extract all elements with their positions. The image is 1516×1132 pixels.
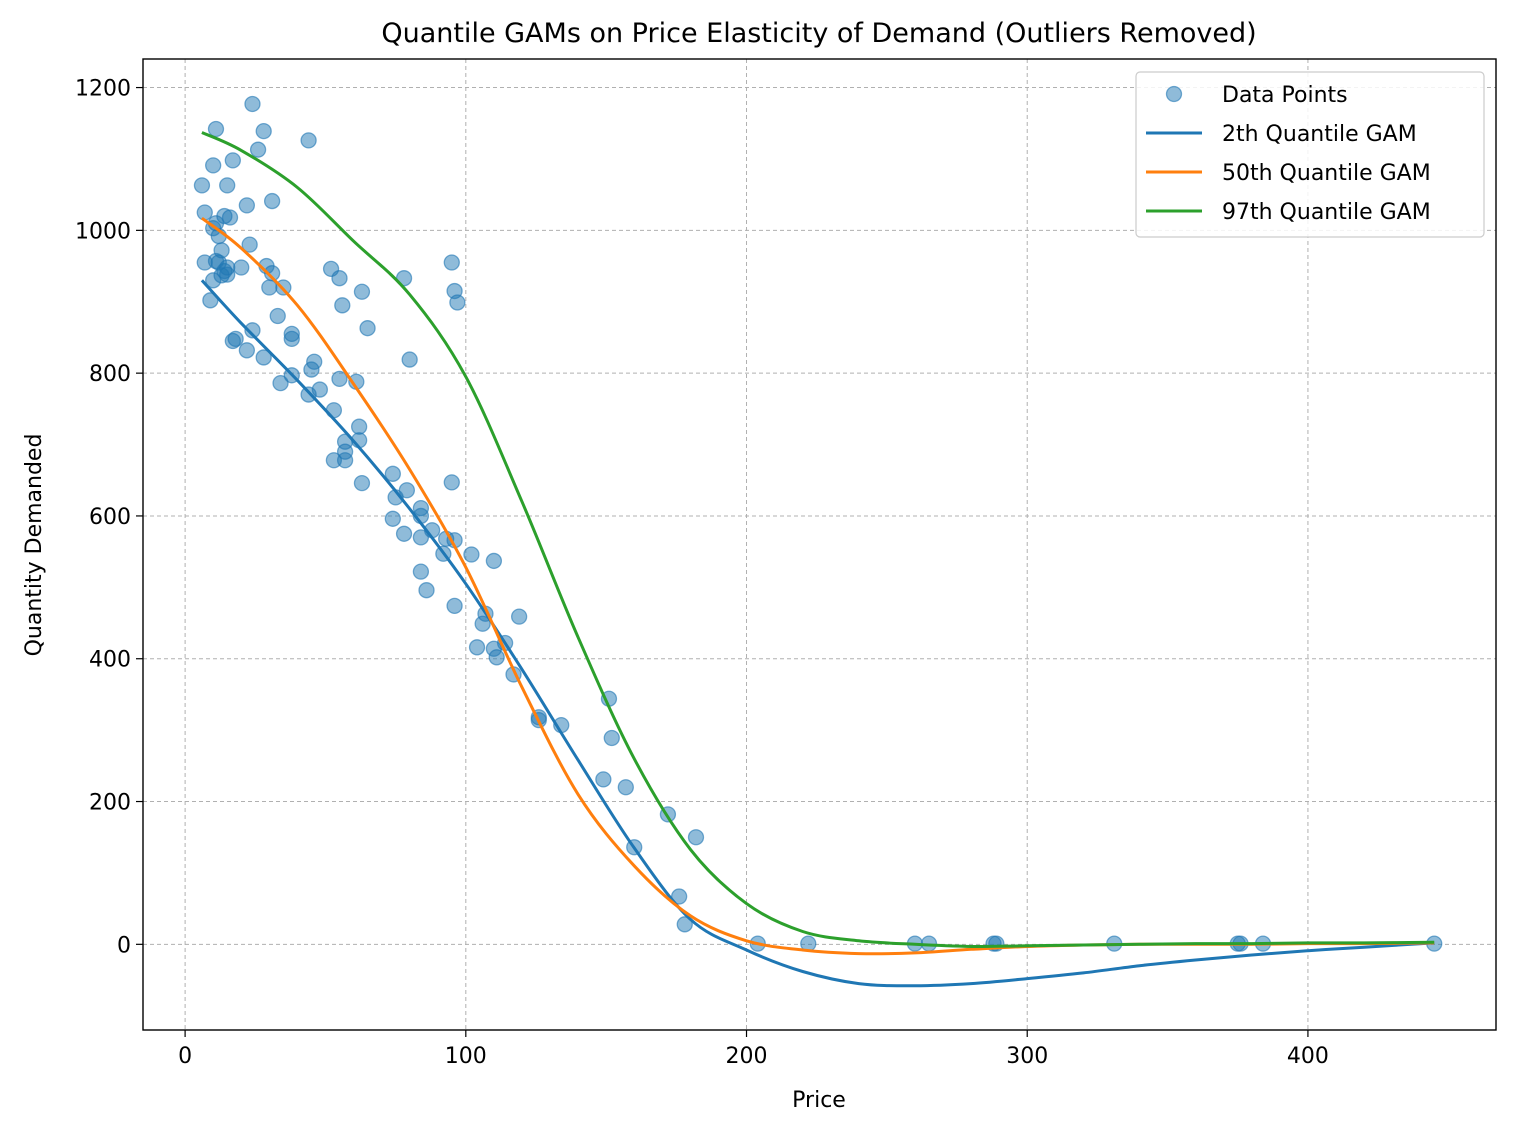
legend-label: 97th Quantile GAM (1222, 200, 1431, 225)
legend: Data Points 2th Quantile GAM 50th Quantile… (1135, 71, 1485, 238)
x-axis-label: Price (792, 1088, 846, 1113)
legend-box (1135, 71, 1485, 238)
data-point (219, 177, 236, 194)
data-point (687, 829, 705, 846)
data-point (670, 888, 688, 905)
data-point (269, 307, 286, 325)
data-point (359, 320, 376, 337)
data-point (395, 525, 413, 542)
data-point (241, 236, 258, 253)
data-point (331, 270, 348, 287)
data-point (249, 141, 267, 158)
data-point (213, 242, 230, 259)
data-point (401, 351, 418, 368)
data-point (202, 292, 219, 309)
plot-area (193, 95, 1443, 988)
q2-curve (200, 279, 1435, 988)
data-point (331, 370, 348, 388)
data-point (283, 325, 300, 343)
legend-label: 2th Quantile GAM (1222, 122, 1417, 147)
data-point (418, 582, 435, 599)
y-tick-label: 1200 (75, 77, 131, 102)
data-point (193, 177, 211, 194)
x-axis: 0 100 200 300 400 (178, 1030, 1329, 1069)
y-tick-label: 0 (117, 933, 131, 958)
data-point (395, 270, 413, 287)
data-point (244, 322, 261, 339)
data-point (238, 342, 256, 359)
data-point (595, 771, 612, 788)
data-point (221, 209, 239, 226)
data-point (353, 283, 371, 300)
data-point (306, 353, 323, 370)
data-point (227, 330, 244, 348)
data-point (617, 779, 634, 796)
data-point (238, 197, 256, 214)
chart-title: Quantile GAMs on Price Elasticity of Dem… (381, 18, 1256, 49)
y-tick-label: 600 (89, 505, 131, 530)
data-point (463, 546, 480, 563)
data-point (676, 916, 693, 933)
y-tick-label: 200 (89, 791, 131, 816)
data-point (510, 608, 528, 625)
data-point (334, 297, 351, 314)
data-point (384, 510, 401, 527)
data-point (353, 474, 371, 492)
data-point (336, 443, 354, 460)
data-point (244, 95, 261, 113)
x-tick-label: 0 (178, 1044, 192, 1069)
data-point (412, 563, 430, 580)
data-point (255, 349, 272, 366)
data-point (311, 381, 328, 398)
y-tick-label: 800 (89, 362, 131, 387)
y-tick-label: 400 (89, 648, 131, 673)
plot-frame (142, 58, 1497, 1031)
data-point (443, 254, 460, 271)
x-tick-label: 100 (445, 1044, 487, 1069)
data-point (255, 122, 272, 140)
q97-curve (201, 131, 1435, 949)
data-point (233, 259, 250, 276)
data-point (443, 474, 460, 491)
data-point (300, 132, 317, 149)
x-tick-label: 400 (1287, 1044, 1329, 1069)
data-point (485, 552, 503, 570)
data-point (219, 259, 236, 276)
data-point (468, 639, 486, 656)
y-axis: 0 200 400 600 800 1000 1200 (75, 77, 143, 958)
data-point (207, 120, 225, 138)
data-point (488, 649, 505, 666)
legend-label: Data Points (1222, 83, 1348, 108)
y-tick-label: 1000 (75, 219, 131, 244)
legend-marker (1165, 85, 1183, 103)
data-point (350, 418, 368, 435)
data-point (449, 294, 466, 311)
x-tick-label: 300 (1006, 1044, 1048, 1069)
data-point (384, 465, 401, 482)
data-point (263, 265, 281, 282)
data-point (263, 192, 281, 210)
data-point (398, 482, 416, 499)
x-tick-label: 200 (726, 1044, 768, 1069)
data-point (224, 152, 241, 169)
legend-label: 50th Quantile GAM (1222, 161, 1431, 186)
y-axis-label: Quantity Demanded (22, 434, 47, 657)
data-point (603, 729, 620, 747)
data-point (272, 374, 289, 392)
data-point (446, 597, 463, 615)
data-point (205, 157, 222, 174)
